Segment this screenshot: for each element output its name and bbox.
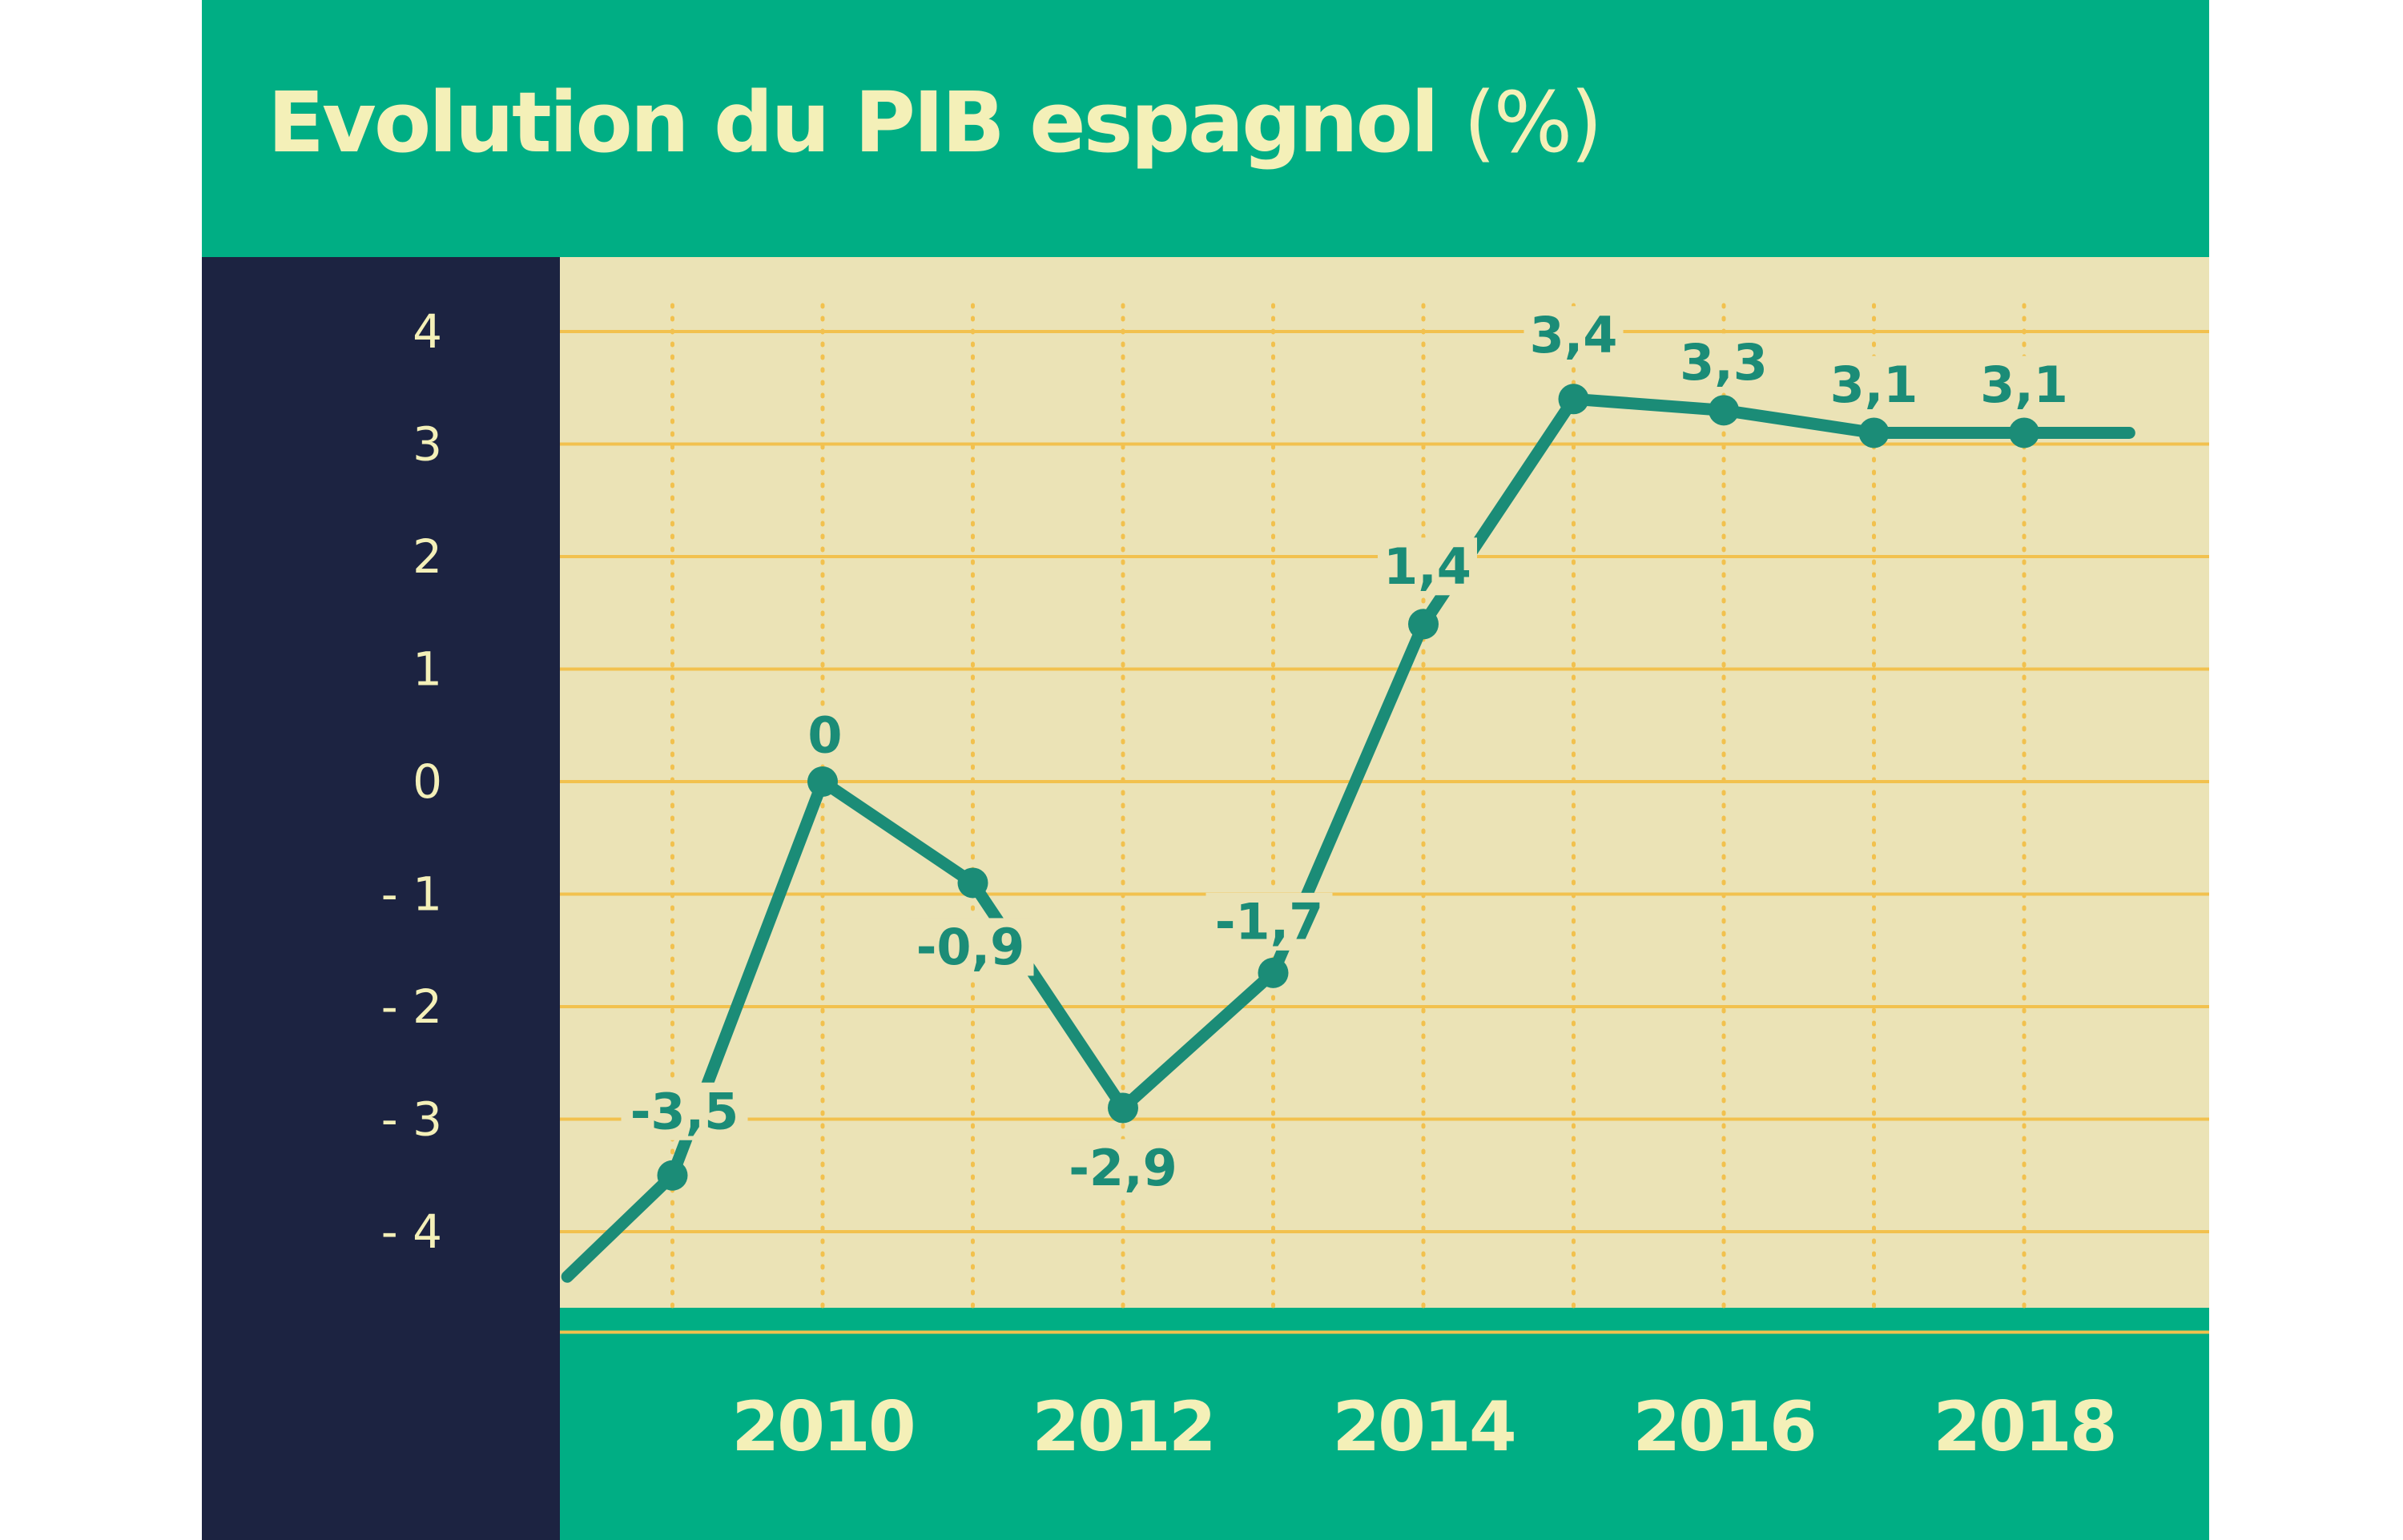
data-label: 0 <box>807 706 842 765</box>
data-point <box>657 1160 688 1191</box>
x-tick-label: 2016 <box>1632 1387 1814 1467</box>
y-tick-label: - 1 <box>381 867 442 922</box>
data-point <box>1108 1092 1138 1124</box>
data-point <box>807 766 838 797</box>
data-label-bg <box>1378 537 1477 596</box>
gdp-line-chart: 4 3 2 1 0 - 1 - 2 - 3 - 4 2010 2012 2014 2016 2018 -3,… <box>202 257 2209 1540</box>
y-tick-label: 4 <box>413 304 442 359</box>
chart-title: Evolution du PIB espagnol (%) <box>268 74 1603 171</box>
data-label: -1,7 <box>1215 892 1324 951</box>
x-tick-label: 2018 <box>1933 1387 2115 1467</box>
y-tick-label: 0 <box>413 754 442 809</box>
chart-frame: Evolution du PIB espagnol (%) 4 3 2 1 0 - 1 - … <box>202 0 2209 1540</box>
data-label-bg <box>1674 333 1773 392</box>
series-line <box>561 392 2135 1283</box>
data-point <box>957 867 988 899</box>
y-tick-label: - 2 <box>381 979 442 1034</box>
x-tick-label: 2012 <box>1032 1387 1214 1467</box>
data-point <box>1258 957 1289 988</box>
data-point <box>1408 609 1439 640</box>
data-label-bg <box>1824 356 1924 414</box>
y-tick-label: 2 <box>413 529 442 584</box>
data-label-bg <box>1524 306 1624 364</box>
data-label: 3,1 <box>1980 356 2068 414</box>
data-label: -3,5 <box>630 1082 739 1140</box>
data-label: 3,3 <box>1680 333 1768 392</box>
chart-title-text: Evolution du PIB espagnol <box>268 74 1439 171</box>
data-label-bg <box>1974 356 2074 414</box>
y-tick-label: 3 <box>413 417 442 472</box>
data-label-bg <box>621 1082 748 1140</box>
x-tick-label: 2014 <box>1332 1387 1514 1467</box>
y-tick-label: 1 <box>413 642 442 697</box>
data-label: 1,4 <box>1383 537 1471 596</box>
y-tick-label: - 3 <box>381 1092 442 1147</box>
data-label: 3,1 <box>1830 356 1918 414</box>
data-label: 3,4 <box>1530 306 1618 364</box>
chart-title-unit: (%) <box>1463 74 1603 171</box>
data-point <box>1858 417 1890 448</box>
data-point <box>1709 395 1739 426</box>
data-label-bg <box>1206 892 1333 951</box>
data-label: -0,9 <box>916 918 1025 976</box>
y-tick-label: - 4 <box>381 1204 442 1259</box>
data-label-bg <box>803 706 847 764</box>
data-point <box>1558 384 1589 415</box>
x-tick-label: 2010 <box>731 1387 913 1467</box>
data-label-bg <box>1060 1139 1186 1197</box>
data-label: -2,9 <box>1069 1139 1177 1197</box>
data-point <box>2009 417 2039 448</box>
data-label-bg <box>907 918 1034 976</box>
y-axis-panel <box>202 257 560 1540</box>
